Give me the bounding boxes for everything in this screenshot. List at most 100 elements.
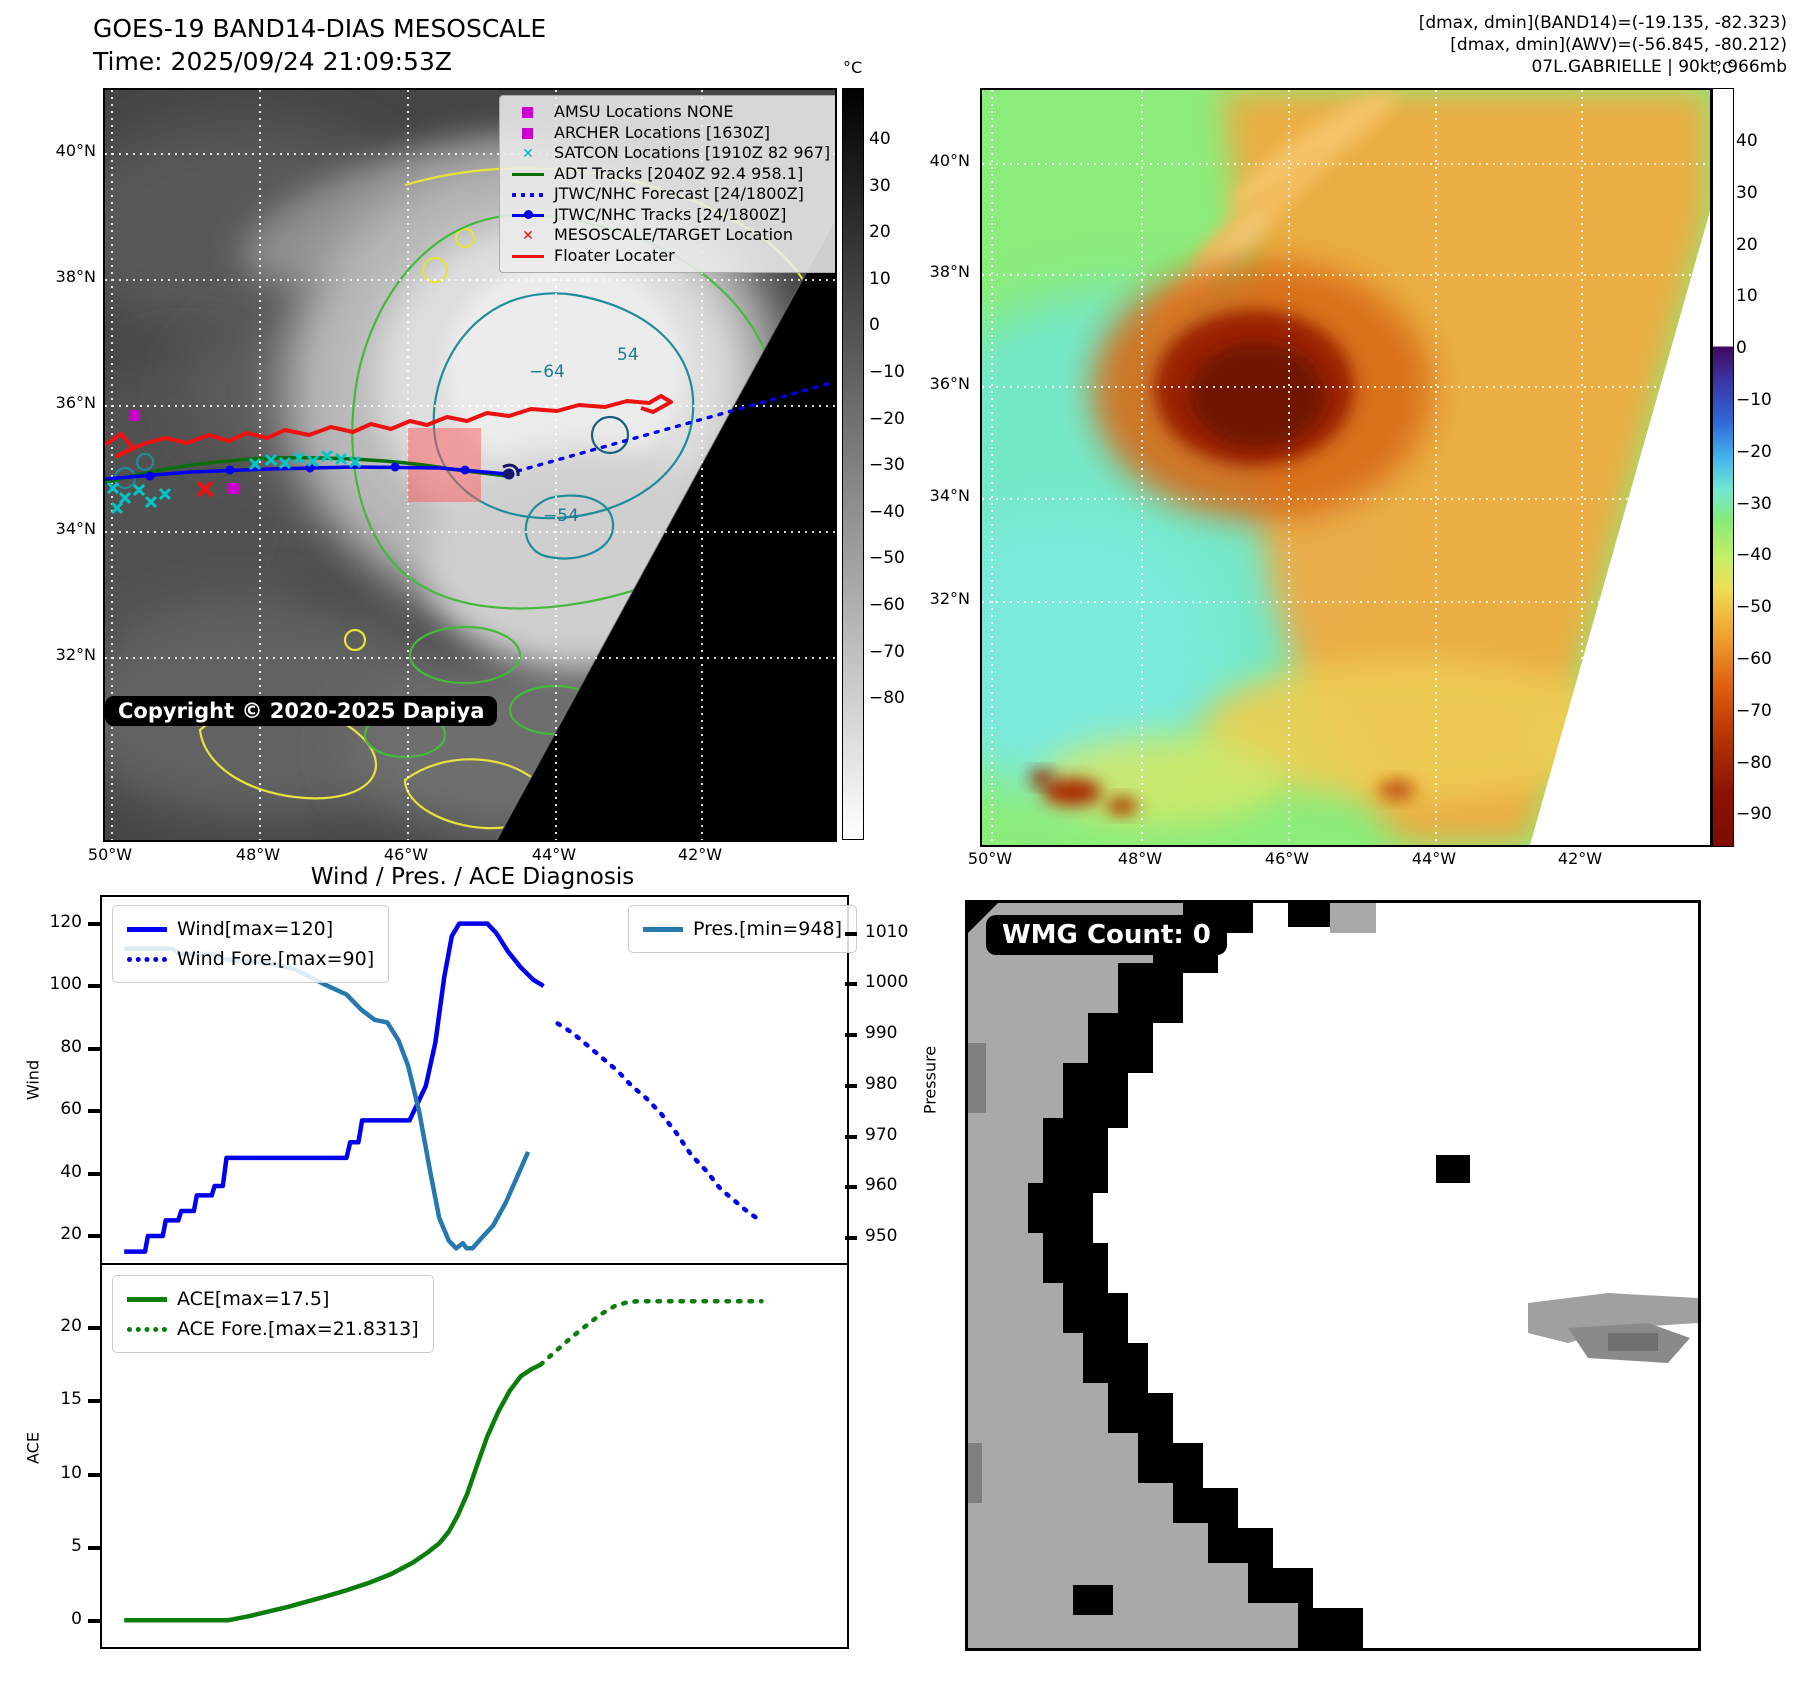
axis-tick (845, 1185, 857, 1190)
line-swatch-icon (127, 956, 167, 962)
band14-colorbar-tick: −80 (869, 688, 905, 709)
awv-nodata-wedge (1530, 211, 1710, 845)
legend-row: ✕ MESOSCALE/TARGET Location (508, 225, 835, 246)
awv-colorbar-tick: −80 (1736, 752, 1772, 773)
band14-lat-label: 34°N (55, 519, 96, 538)
band14-lat-label: 38°N (55, 267, 96, 286)
axis-tick (845, 931, 857, 936)
line-dot-swatch-icon (508, 207, 548, 223)
dmax-dmin-band14: [dmax, dmin](BAND14)=(-19.135, -82.323) (1418, 13, 1787, 33)
pressure-legend: Pres.[min=948] (628, 905, 857, 953)
legend-row: JTWC/NHC Tracks [24/1800Z] (508, 205, 835, 226)
awv-colorbar-tick: −20 (1736, 441, 1772, 462)
contour-label-64: −64 (529, 362, 565, 382)
series-forecast (538, 1298, 764, 1367)
awv-gridlines (982, 90, 1710, 845)
line-swatch-icon (127, 1326, 167, 1332)
axis-tick (88, 1109, 100, 1114)
axis-tick (845, 1083, 857, 1088)
storm-info-header: [dmax, dmin](BAND14)=(-19.135, -82.323) … (1419, 12, 1787, 78)
axis-tick (88, 1399, 100, 1404)
axis-tick-label: 5 (71, 1535, 82, 1556)
legend-label: ACE[max=17.5] (177, 1288, 330, 1310)
archer-markers (129, 410, 239, 494)
band14-colorbar-tick: −20 (869, 408, 905, 429)
awv-colorbar-unit: °C (1714, 58, 1734, 77)
wmg-map-art (968, 903, 1698, 1648)
awv-lat-label: 38°N (929, 262, 970, 281)
band14-map: −64 54 −54 AMSU Locations NONE ARCHER Loc… (103, 88, 837, 842)
band14-colorbar-tick: 0 (869, 315, 880, 336)
axis-tick-label: 0 (71, 1609, 82, 1630)
band14-lon-label: 50°W (87, 845, 133, 864)
axis-tick (88, 1326, 100, 1330)
wmg-black-band (1028, 903, 1363, 1648)
band14-time: Time: 2025/09/24 21:09:53Z (93, 47, 452, 76)
axis-tick (845, 1033, 857, 1038)
axis-tick (88, 1171, 100, 1176)
axis-tick-label: 990 (865, 1023, 898, 1044)
legend-label: ADT Tracks [2040Z 92.4 958.1] (554, 163, 804, 183)
storm-id-intensity: 07L.GABRIELLE | 90kt, 966mb (1531, 57, 1787, 77)
band14-colorbar-tick: −70 (869, 641, 905, 662)
axis-tick (845, 1236, 857, 1241)
line-swatch-icon (127, 926, 167, 932)
awv-lat-label: 34°N (929, 486, 970, 505)
legend-row: Floater Locater (508, 245, 835, 267)
band14-colorbar-tick: 20 (869, 222, 891, 243)
square-swatch-icon (508, 104, 548, 120)
awv-map (980, 88, 1712, 847)
contour-label-54p: 54 (617, 345, 639, 365)
axis-tick-label: 960 (865, 1175, 898, 1196)
band14-colorbar-tick: 30 (869, 175, 891, 196)
awv-lat-label: 36°N (929, 374, 970, 393)
awv-colorbar-tick: 20 (1736, 234, 1758, 255)
band14-colorbar-tick: 10 (869, 268, 891, 289)
awv-satellite-art (982, 90, 1710, 845)
legend-row: Wind[max=120] (127, 914, 374, 944)
awv-colorbar-tick: −70 (1736, 700, 1772, 721)
series-line (124, 921, 545, 1254)
band14-header: GOES-19 BAND14-DIAS MESOSCALE Time: 2025… (93, 12, 546, 78)
diagnosis-title: Wind / Pres. / ACE Diagnosis (310, 864, 635, 890)
axis-tick (88, 921, 100, 926)
axis-tick-label: 15 (60, 1389, 82, 1410)
legend-label: ARCHER Locations [1630Z] (554, 122, 771, 142)
band14-lat-label: 40°N (55, 141, 96, 160)
band14-colorbar-unit: °C (843, 58, 863, 77)
band14-colorbar-tick: −60 (869, 595, 905, 615)
legend-label: Floater Locater (554, 245, 675, 265)
band14-satellite-art (105, 90, 835, 840)
wind-axis-label: Wind (23, 1059, 43, 1101)
awv-lon-label: 42°W (1557, 849, 1603, 868)
band14-colorbar-tick: −40 (869, 501, 905, 522)
legend-row: ACE Fore.[max=21.8313] (127, 1314, 419, 1344)
band14-colorbar-tick: −50 (869, 548, 905, 569)
awv-colorbar-tick: −90 (1736, 804, 1772, 825)
awv-colorbar-tick: 40 (1736, 131, 1758, 151)
series-line (124, 946, 531, 1251)
axis-tick-label: 80 (60, 1036, 82, 1057)
axis-tick-label: 970 (865, 1124, 898, 1145)
band14-colorbar-tick: −10 (869, 362, 905, 382)
axis-tick (845, 982, 857, 987)
wind-pressure-chart: Wind[max=120] Wind Fore.[max=90] Pres.[mi… (100, 895, 857, 1266)
awv-colorbar (1712, 88, 1734, 847)
copyright-label: Copyright © 2020-2025 Dapiya (105, 696, 498, 726)
awv-colorbar-tick: 10 (1736, 286, 1758, 307)
line-swatch-icon (508, 166, 548, 182)
band14-colorbar-tick: −30 (869, 455, 905, 476)
axis-tick-label: 120 (49, 911, 82, 932)
x-swatch-icon: ✕ (522, 146, 534, 163)
line-swatch-icon (508, 248, 548, 264)
axis-tick-label: 60 (60, 1099, 82, 1120)
contour-label-54n: −54 (543, 506, 579, 526)
awv-colorbar-tick: −60 (1736, 649, 1772, 669)
legend-row: JTWC/NHC Forecast [24/1800Z] (508, 184, 835, 205)
legend-label: Wind[max=120] (177, 918, 334, 940)
awv-lat-label: 32°N (929, 589, 970, 608)
axis-tick-label: 20 (60, 1224, 82, 1244)
legend-row: ARCHER Locations [1630Z] (508, 122, 835, 144)
legend-row: ACE[max=17.5] (127, 1284, 419, 1314)
